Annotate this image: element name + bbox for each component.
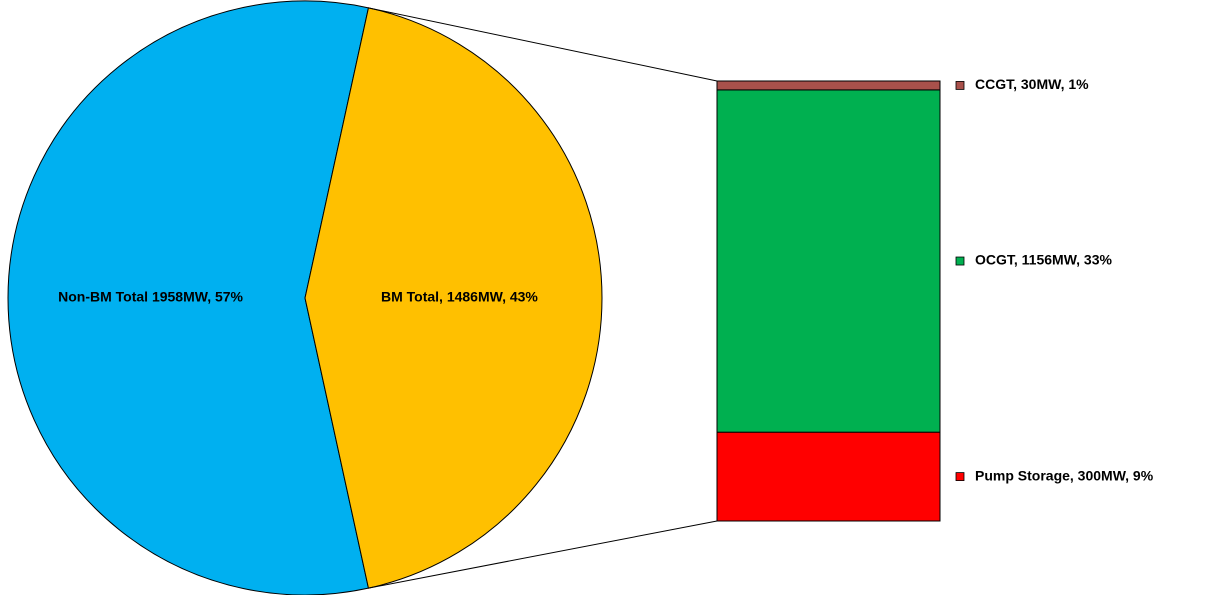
legend-swatch	[955, 472, 965, 481]
connector	[368, 7, 718, 82]
pie-slice	[7, 0, 370, 595]
legend-swatch	[955, 256, 965, 266]
pie-label: Non-BM Total 1958MW, 57%	[58, 289, 243, 305]
bar-segment	[716, 89, 941, 433]
pie-label: BM Total, 1486MW, 43%	[381, 289, 538, 305]
legend-swatch	[955, 81, 965, 90]
connector	[368, 520, 718, 589]
bar-label: Pump Storage, 300MW, 9%	[975, 467, 1154, 483]
bar-segment	[716, 80, 941, 91]
bar-segment	[716, 431, 941, 522]
bar-label: CCGT, 30MW, 1%	[975, 76, 1089, 92]
pie-slice	[304, 7, 603, 589]
bar-label: OCGT, 1156MW, 33%	[975, 252, 1112, 268]
